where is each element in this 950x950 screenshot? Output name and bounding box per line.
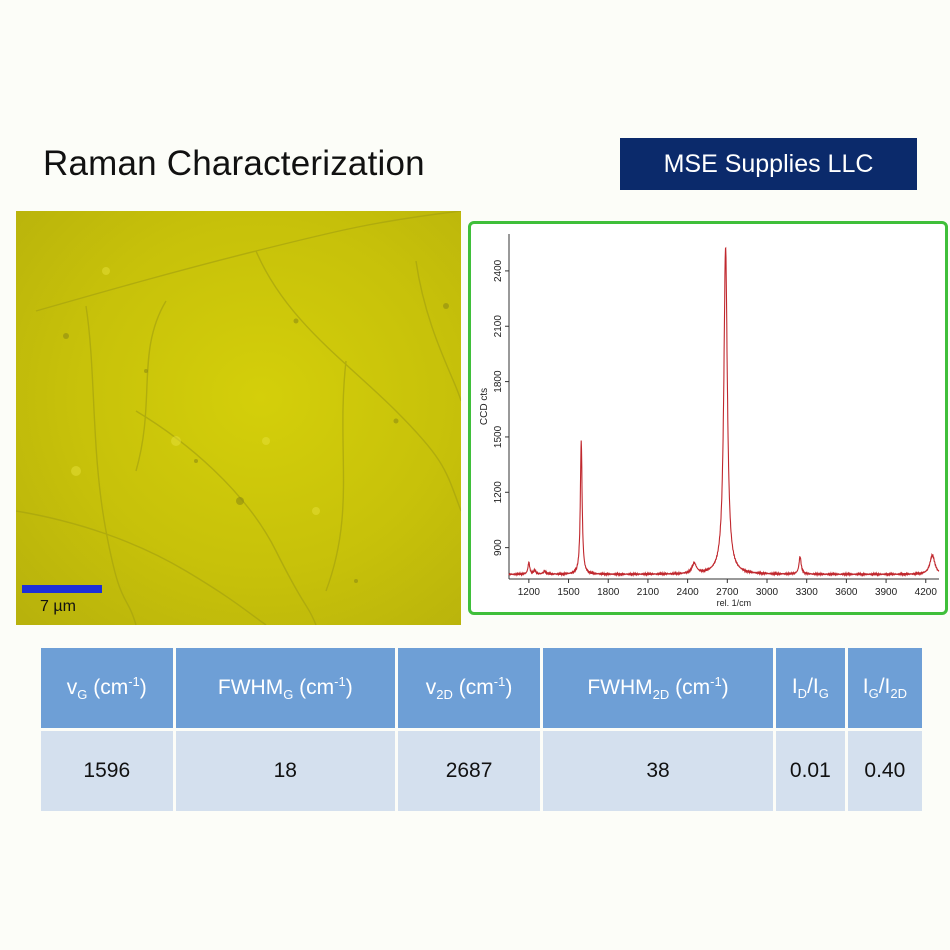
x-tick-label: 3600	[835, 587, 858, 598]
x-tick-label: 3000	[756, 587, 779, 598]
raman-spectrum-chart: 1200 1500 1800 2100 2400 2700 3000 3300 3600 3900…	[479, 234, 940, 608]
optical-micrograph: 7 µm	[16, 211, 461, 625]
table-header-5: IG/I2D	[847, 648, 922, 728]
raman-parameters-table: vG (cm-1) FWHMG (cm-1) v2D (cm-1) FWHM2D (c…	[38, 645, 925, 814]
header-part-sub: G	[283, 687, 294, 703]
header-part-tail: (cm	[293, 675, 335, 699]
x-tick-label: 2700	[716, 587, 739, 598]
y-axis-label: CCD cts	[479, 388, 490, 425]
header-part-sub: 2D	[436, 687, 453, 703]
scale-label: 7 µm	[40, 598, 76, 615]
x-tick-label: 3300	[796, 587, 819, 598]
table-row: 1596 18 2687 38 0.01 0.40	[41, 731, 922, 811]
header-part-sub: 2D	[652, 687, 670, 703]
table-header-1: FWHMG (cm-1)	[175, 648, 396, 728]
slide-title: Raman Characterization	[43, 144, 425, 183]
header-part-sup2: 2D	[890, 686, 907, 702]
brand-banner: MSE Supplies LLC	[620, 138, 917, 190]
header-part-sup2: G	[818, 686, 829, 702]
x-tick-label: 2400	[676, 587, 699, 598]
x-tick-label: 3900	[875, 587, 898, 598]
table-cell-2: 2687	[398, 731, 541, 811]
y-tick-label: 2400	[493, 259, 504, 282]
header-part-main: v	[425, 675, 437, 699]
header-part-main: v	[66, 675, 78, 699]
header-part-main: FWHM	[217, 675, 284, 699]
table-header-3: FWHM2D (cm-1)	[543, 648, 773, 728]
x-tick-label: 4200	[915, 587, 938, 598]
header-part-tail: /I	[878, 674, 891, 698]
header-part-sub: G	[868, 686, 879, 702]
y-tick-label: 1800	[493, 370, 504, 393]
x-tick-label: 1800	[597, 587, 620, 598]
header-part-sup: -1	[493, 673, 506, 689]
x-axis-label: rel. 1/cm	[717, 598, 752, 608]
table-cell-5: 0.40	[847, 731, 922, 811]
header-part-end: )	[345, 675, 353, 699]
table-cell-1: 18	[175, 731, 396, 811]
header-part-sub: D	[797, 686, 808, 702]
x-tick-label: 2100	[637, 587, 660, 598]
y-tick-label: 1500	[493, 425, 504, 448]
header-part-end: )	[721, 675, 729, 699]
header-part-main: I	[862, 674, 869, 698]
header-part-end: )	[139, 675, 147, 699]
header-part-tail: (cm	[452, 675, 494, 699]
x-tick-label: 1200	[518, 587, 541, 598]
micrograph-texture	[16, 211, 461, 625]
table-cell-4: 0.01	[775, 731, 845, 811]
x-tick-label: 1500	[557, 587, 580, 598]
table-header-0: vG (cm-1)	[41, 648, 173, 728]
header-part-tail: (cm	[87, 675, 129, 699]
header-part-sup: -1	[334, 673, 346, 689]
table-cell-0: 1596	[41, 731, 173, 811]
table-cell-3: 38	[543, 731, 773, 811]
header-part-main: I	[791, 674, 798, 698]
header-part-main: FWHM	[587, 675, 653, 699]
scale-bar	[22, 585, 102, 593]
header-part-sup: -1	[710, 673, 722, 689]
header-part-tail: /I	[807, 674, 819, 698]
header-part-sup: -1	[128, 673, 140, 689]
header-part-tail: (cm	[669, 675, 711, 699]
spectrum-line	[508, 246, 940, 578]
table-header-row: vG (cm-1) FWHMG (cm-1) v2D (cm-1) FWHM2D (c…	[41, 648, 922, 728]
y-tick-label: 1200	[493, 481, 504, 504]
table-header-2: v2D (cm-1)	[398, 648, 541, 728]
y-tick-label: 900	[493, 539, 504, 556]
table-header-4: ID/IG	[775, 648, 845, 728]
raman-spectrum-panel: 1200 1500 1800 2100 2400 2700 3000 3300 3600 3900…	[468, 221, 948, 615]
header-part-end: )	[505, 675, 513, 699]
y-tick-label: 2100	[493, 315, 504, 338]
header-part-sub: G	[77, 687, 88, 703]
